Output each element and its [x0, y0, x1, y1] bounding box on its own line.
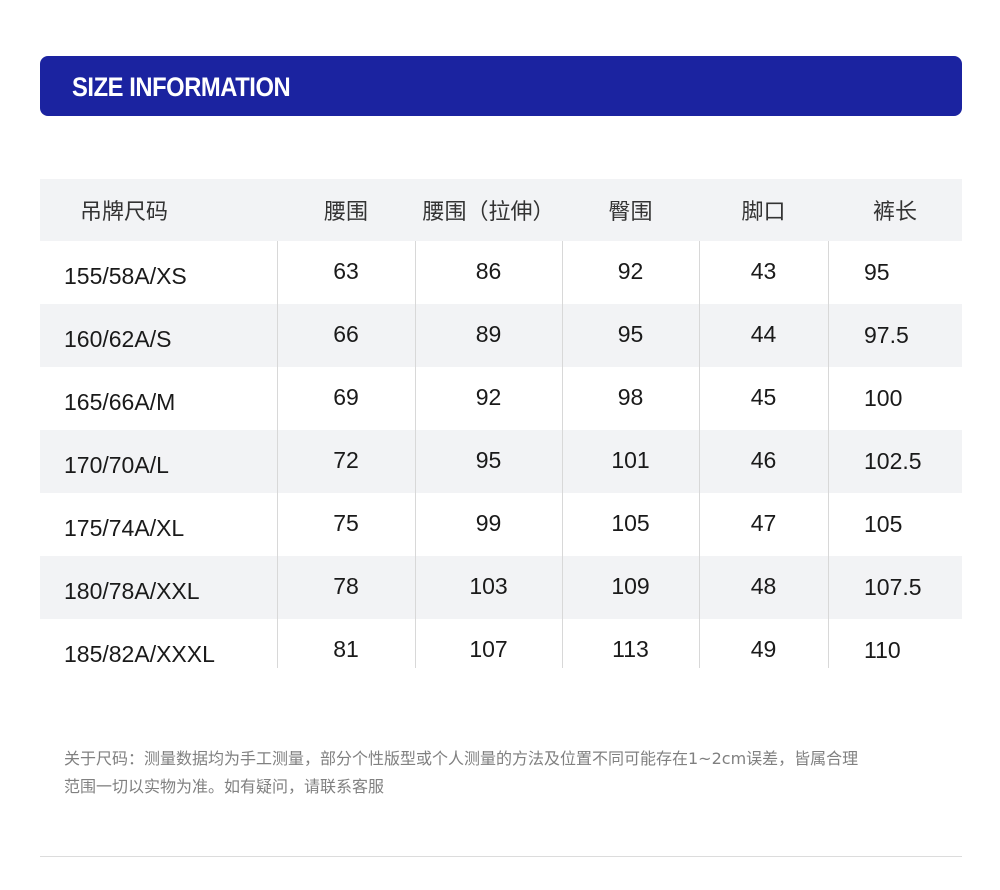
size-info-banner: SIZE INFORMATION — [40, 56, 962, 116]
banner-title: SIZE INFORMATION — [72, 72, 291, 102]
hip-cell: 92 — [617, 258, 644, 284]
header-waist: 腰围 — [323, 200, 368, 225]
table-header-row: 吊牌尺码 腰围 腰围（拉伸） 臀围 脚口 裤长 — [40, 179, 962, 241]
leg-opening-cell: 43 — [750, 258, 777, 284]
size-cell: 170/70A/L — [64, 452, 169, 478]
table-row: 170/70A/L 72 95 101 46 102.5 — [40, 430, 962, 493]
leg-opening-cell: 44 — [750, 321, 777, 347]
waist-stretched-cell: 103 — [469, 573, 508, 599]
header-hip: 臀围 — [608, 200, 653, 225]
waist-stretched-cell: 95 — [475, 447, 502, 473]
hip-cell: 95 — [617, 321, 644, 347]
table-row: 185/82A/XXXL 81 107 113 49 110 — [40, 619, 962, 682]
length-cell: 102.5 — [864, 448, 922, 474]
size-cell: 165/66A/M — [64, 389, 176, 415]
table-row: 160/62A/S 66 89 95 44 97.5 — [40, 304, 962, 367]
waist-cell: 81 — [333, 636, 359, 662]
waist-cell: 63 — [333, 258, 359, 284]
size-note-line-2: 范围一切以实物为准。如有疑问，请联系客服 — [64, 777, 385, 796]
length-cell: 110 — [864, 637, 901, 663]
waist-cell: 66 — [333, 321, 359, 347]
waist-stretched-cell: 107 — [469, 636, 508, 662]
leg-opening-cell: 49 — [750, 636, 777, 662]
column-divider — [828, 241, 829, 668]
column-divider — [277, 241, 278, 668]
leg-opening-cell: 47 — [750, 510, 777, 536]
size-cell: 160/62A/S — [64, 326, 172, 352]
table-row: 155/58A/XS 63 86 92 43 95 — [40, 241, 962, 304]
leg-opening-cell: 46 — [750, 447, 777, 473]
length-cell: 100 — [864, 385, 903, 411]
hip-cell: 98 — [617, 384, 644, 410]
hip-cell: 113 — [612, 636, 649, 662]
header-pants-length: 裤长 — [872, 200, 917, 225]
hip-cell: 101 — [611, 447, 650, 473]
waist-cell: 78 — [333, 573, 359, 599]
table-row: 180/78A/XXL 78 103 109 48 107.5 — [40, 556, 962, 619]
size-table: 吊牌尺码 腰围 腰围（拉伸） 臀围 脚口 裤长 155/58A/XS 63 86… — [40, 179, 962, 682]
header-waist-stretched: 腰围（拉伸） — [422, 200, 555, 225]
length-cell: 107.5 — [864, 574, 922, 600]
length-cell: 95 — [864, 259, 890, 285]
length-cell: 105 — [864, 511, 903, 537]
waist-stretched-cell: 86 — [475, 258, 502, 284]
leg-opening-cell: 48 — [750, 573, 777, 599]
size-cell: 155/58A/XS — [64, 263, 187, 289]
waist-cell: 69 — [333, 384, 359, 410]
waist-stretched-cell: 89 — [475, 321, 502, 347]
column-divider — [699, 241, 700, 668]
column-divider — [415, 241, 416, 668]
size-cell: 185/82A/XXXL — [64, 641, 215, 667]
hip-cell: 109 — [611, 573, 650, 599]
waist-cell: 72 — [333, 447, 359, 473]
header-tag-size: 吊牌尺码 — [80, 200, 169, 225]
size-note: 关于尺码：测量数据均为手工测量，部分个性版型或个人测量的方法及位置不同可能存在1… — [64, 745, 964, 801]
size-cell: 175/74A/XL — [64, 515, 185, 541]
size-cell: 180/78A/XXL — [64, 578, 200, 604]
waist-stretched-cell: 92 — [475, 384, 502, 410]
bottom-divider — [40, 856, 962, 857]
hip-cell: 105 — [611, 510, 650, 536]
length-cell: 97.5 — [864, 322, 909, 348]
size-note-line-1: 关于尺码：测量数据均为手工测量，部分个性版型或个人测量的方法及位置不同可能存在1… — [64, 749, 859, 768]
table-row: 175/74A/XL 75 99 105 47 105 — [40, 493, 962, 556]
header-leg-opening: 脚口 — [741, 200, 786, 225]
column-divider — [562, 241, 563, 668]
leg-opening-cell: 45 — [750, 384, 777, 410]
table-row: 165/66A/M 69 92 98 45 100 — [40, 367, 962, 430]
waist-cell: 75 — [333, 510, 359, 536]
waist-stretched-cell: 99 — [475, 510, 502, 536]
